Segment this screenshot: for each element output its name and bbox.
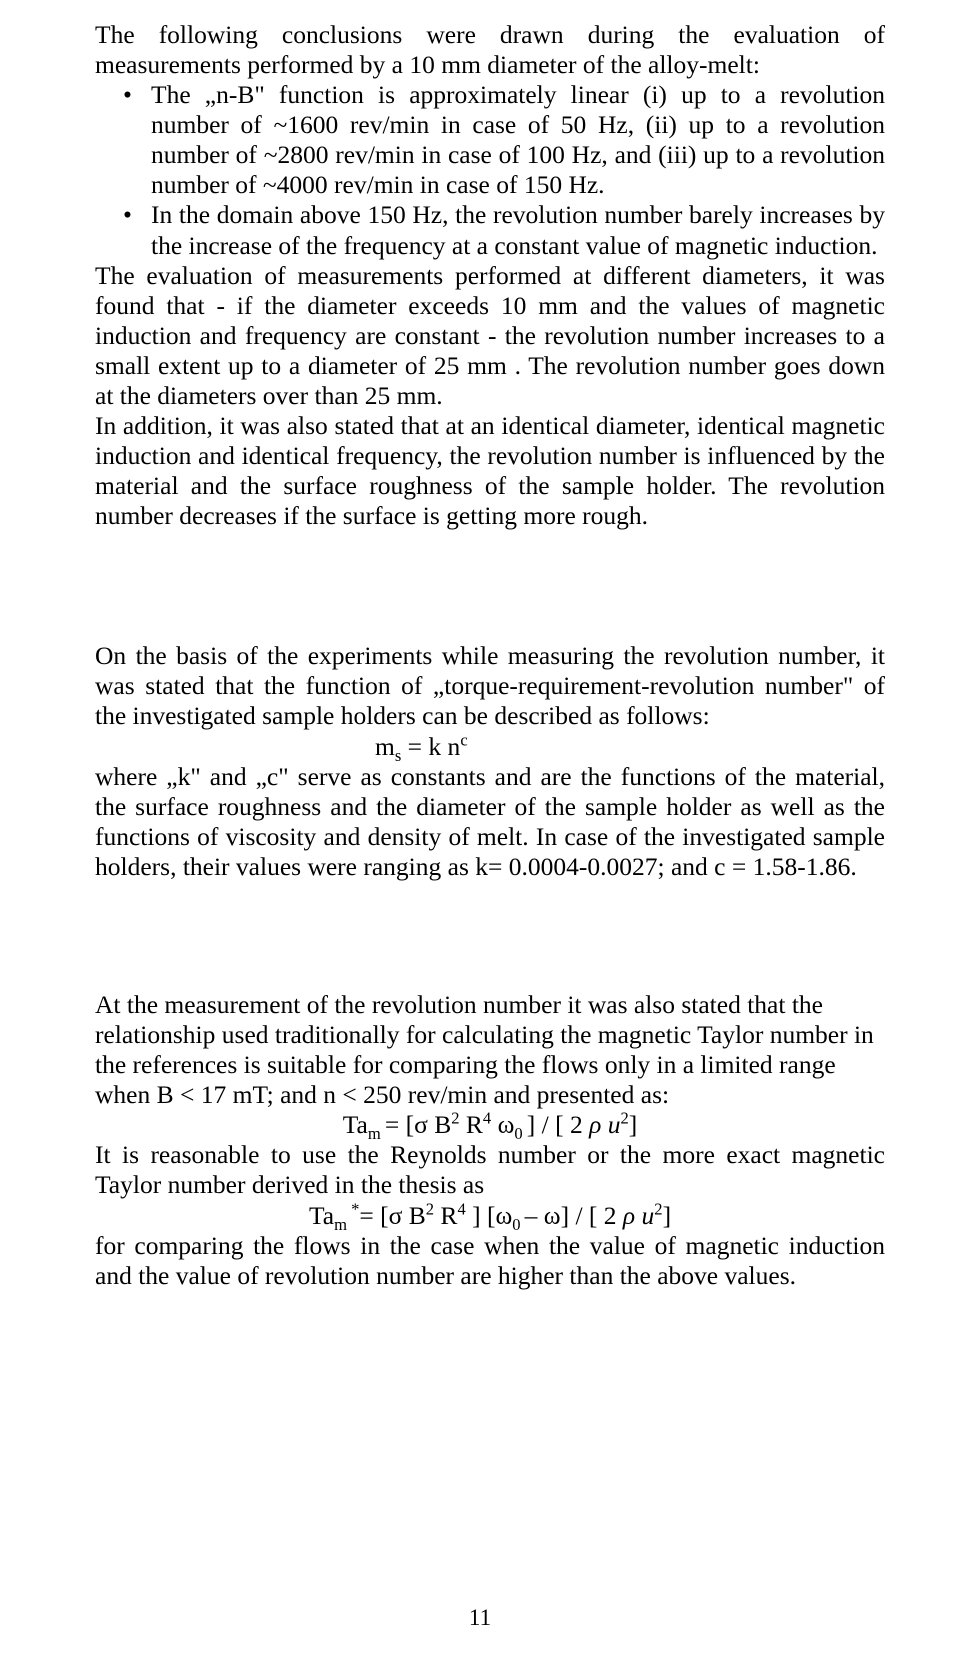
eq-text: = k n [401,732,460,761]
paragraph: where „k" and „c" serve as constants and… [95,762,885,882]
equation-taylor: Tam = [σ B2 R4 ω0 ] / [ 2 ρ u2] [95,1110,885,1140]
eq-text: ] [663,1201,672,1230]
eq-text: R [434,1201,457,1230]
spacer [95,882,885,990]
paragraph: On the basis of the experiments while me… [95,641,885,731]
eq-text: ρ u [589,1110,620,1139]
eq-superscript: 4 [457,1199,465,1218]
eq-superscript: 2 [621,1109,629,1128]
list-item: The „n-B" function is approximately line… [95,80,885,200]
eq-superscript: 2 [654,1199,662,1218]
eq-text: ] [629,1110,638,1139]
eq-text: m [375,732,395,761]
paragraph: It is reasonable to use the Reynolds num… [95,1140,885,1200]
paragraph: At the measurement of the revolution num… [95,990,885,1110]
eq-text: = [σ B [359,1201,425,1230]
paragraph: The evaluation of measurements performed… [95,261,885,411]
eq-text: ] [ω [466,1201,513,1230]
list-item: In the domain above 150 Hz, the revoluti… [95,200,885,260]
eq-text: – ω] / [ 2 [525,1201,623,1230]
eq-superscript: 2 [451,1109,459,1128]
spacer [95,531,885,641]
paragraph: for comparing the flows in the case when… [95,1231,885,1291]
equation-taylor-star: Tam *= [σ B2 R4 ] [ω0 – ω] / [ 2 ρ u2] [95,1201,885,1231]
eq-superscript: 4 [483,1109,491,1128]
eq-text: ρ u [623,1201,654,1230]
conclusions-list: The „n-B" function is approximately line… [95,80,885,260]
intro-paragraph: The following conclusions were drawn dur… [95,20,885,80]
eq-text: R [460,1110,483,1139]
eq-superscript: c [460,730,467,749]
eq-text: = [σ B [385,1110,451,1139]
page-number: 11 [0,1604,960,1631]
paragraph: In addition, it was also stated that at … [95,411,885,531]
eq-text: ω [491,1110,514,1139]
eq-superscript: 2 [426,1199,434,1218]
eq-text: Ta [309,1201,334,1230]
equation-torque: ms = k nc [95,732,885,762]
document-page: The following conclusions were drawn dur… [0,0,960,1653]
eq-text: Ta [343,1110,368,1139]
eq-text: ] / [ 2 [527,1110,589,1139]
